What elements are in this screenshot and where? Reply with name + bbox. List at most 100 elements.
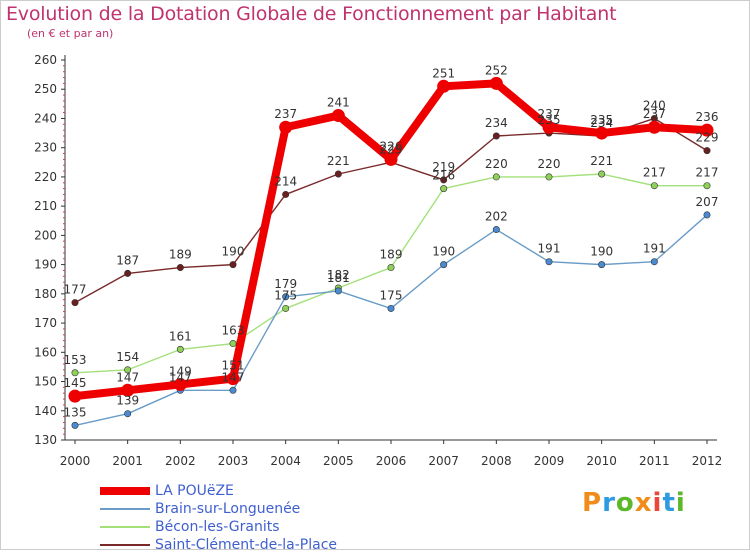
data-label: 236 <box>696 110 719 124</box>
data-label: 135 <box>64 405 87 419</box>
legend-label: Saint-Clément-de-la-Place <box>155 537 338 553</box>
legend-swatch <box>100 544 150 546</box>
y-tick-label: 150 <box>34 375 57 389</box>
data-point <box>121 383 135 397</box>
data-label: 202 <box>485 210 508 224</box>
data-point <box>229 386 237 394</box>
legend-swatch <box>100 526 150 528</box>
data-label: 187 <box>116 253 139 267</box>
data-label: 163 <box>222 324 245 338</box>
y-tick-label: 260 <box>34 53 57 67</box>
data-point <box>334 287 342 295</box>
data-label: 221 <box>327 154 350 168</box>
data-point <box>229 340 237 348</box>
data-label: 191 <box>643 242 666 256</box>
data-point <box>489 76 503 90</box>
data-point <box>598 170 606 178</box>
data-point <box>282 190 290 198</box>
data-point <box>647 120 661 134</box>
data-label: 214 <box>274 174 297 188</box>
x-tick-label: 2009 <box>534 454 565 468</box>
data-point <box>282 304 290 312</box>
data-label: 225 <box>380 142 403 156</box>
y-tick-label: 220 <box>34 170 57 184</box>
data-label: 220 <box>538 157 561 171</box>
data-label: 182 <box>327 268 350 282</box>
data-label: 177 <box>64 283 87 297</box>
x-tick-label: 2000 <box>60 454 91 468</box>
data-point <box>124 410 132 418</box>
data-label: 229 <box>696 131 719 145</box>
data-label: 237 <box>538 107 561 121</box>
data-point <box>334 170 342 178</box>
data-point <box>176 264 184 272</box>
data-label: 147 <box>116 370 139 384</box>
data-label: 235 <box>538 113 561 127</box>
data-label: 219 <box>432 160 455 174</box>
data-point <box>545 173 553 181</box>
data-label: 190 <box>222 245 245 259</box>
data-point <box>282 293 290 301</box>
data-label: 241 <box>327 96 350 110</box>
data-point <box>703 182 711 190</box>
data-point <box>176 345 184 353</box>
data-label: 237 <box>643 107 666 121</box>
data-label: 149 <box>169 364 192 378</box>
y-tick-label: 190 <box>34 258 57 272</box>
data-label: 240 <box>643 98 666 112</box>
data-point <box>703 147 711 155</box>
data-point <box>700 123 714 137</box>
data-label: 189 <box>169 248 192 262</box>
x-tick-label: 2008 <box>481 454 512 468</box>
x-tick-label: 2007 <box>428 454 459 468</box>
data-point <box>279 120 293 134</box>
data-point <box>440 261 448 269</box>
data-point <box>229 261 237 269</box>
data-label: 252 <box>485 63 508 77</box>
x-tick-label: 2002 <box>165 454 196 468</box>
data-point <box>492 226 500 234</box>
data-label: 207 <box>696 195 719 209</box>
data-label: 190 <box>590 245 613 259</box>
data-point <box>124 366 132 374</box>
y-tick-label: 140 <box>34 404 57 418</box>
chart-subtitle: (en € et par an) <box>27 27 114 40</box>
data-point <box>387 304 395 312</box>
legend-swatch <box>100 508 150 510</box>
data-label: 190 <box>432 245 455 259</box>
data-label: 151 <box>222 359 245 373</box>
legend-label: LA POUëZE <box>155 483 234 499</box>
data-label: 175 <box>380 288 403 302</box>
line-chart: 130 140 150 160 170 180 190 200 210 220 230 240 250 2… <box>34 53 723 468</box>
data-point <box>650 258 658 266</box>
x-tick-label: 2012 <box>692 454 723 468</box>
y-tick-label: 180 <box>34 287 57 301</box>
data-label: 139 <box>116 394 139 408</box>
data-label: 153 <box>64 353 87 367</box>
data-label: 161 <box>169 329 192 343</box>
data-label: 235 <box>590 113 613 127</box>
data-point <box>387 264 395 272</box>
x-tick-label: 2011 <box>639 454 670 468</box>
x-tick-label: 2004 <box>270 454 301 468</box>
y-tick-label: 160 <box>34 345 57 359</box>
y-tick-label: 210 <box>34 199 57 213</box>
data-label: 217 <box>643 166 666 180</box>
data-label: 145 <box>64 376 87 390</box>
y-tick-label: 240 <box>34 111 57 125</box>
data-label: 179 <box>274 277 297 291</box>
data-point <box>703 211 711 219</box>
data-label: 181 <box>327 271 350 285</box>
legend-label: Bécon-les-Granits <box>155 519 280 535</box>
data-label: 220 <box>485 157 508 171</box>
x-tick-label: 2003 <box>218 454 249 468</box>
data-label: 216 <box>432 169 455 183</box>
data-point <box>331 109 345 123</box>
data-point <box>595 126 609 140</box>
chart-title: Evolution de la Dotation Globale de Fonc… <box>6 3 617 25</box>
data-point <box>124 269 132 277</box>
data-point <box>437 79 451 93</box>
data-point <box>71 421 79 429</box>
data-label: 217 <box>696 166 719 180</box>
y-tick-label: 250 <box>34 82 57 96</box>
